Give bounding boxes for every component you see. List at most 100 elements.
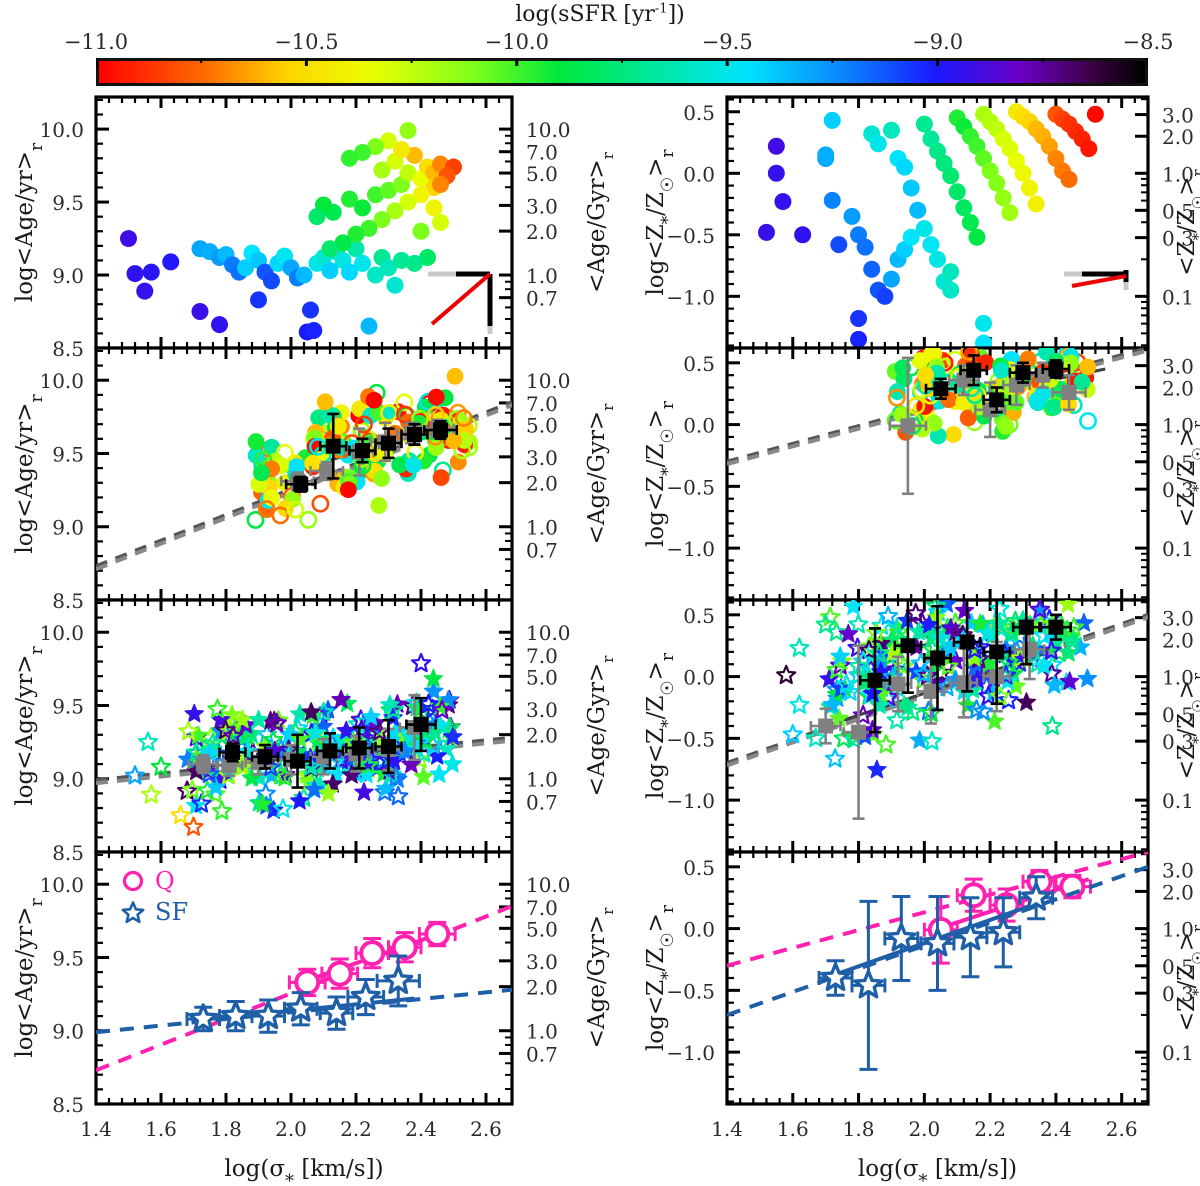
colorbar-tick-label: −10.5	[274, 30, 339, 54]
data-point	[257, 500, 276, 518]
data-point	[178, 720, 199, 741]
binned-series	[284, 412, 459, 493]
data-point	[265, 740, 285, 760]
data-point	[385, 766, 407, 787]
data-point	[902, 228, 920, 246]
summary-marker	[391, 934, 418, 961]
data-point	[295, 266, 313, 284]
y-right-tick-label: 2.0	[526, 472, 558, 496]
summary-marker	[220, 1000, 251, 1030]
data-point	[869, 642, 890, 663]
binned-marker	[900, 638, 916, 654]
data-point	[354, 782, 374, 801]
data-point	[863, 260, 881, 278]
data-point	[360, 219, 378, 237]
data-point	[205, 783, 226, 804]
data-point	[945, 426, 962, 443]
binned-marker	[195, 756, 211, 772]
data-point	[354, 199, 371, 217]
data-point	[955, 393, 973, 411]
binned-marker	[890, 676, 906, 692]
y-tick-label: −0.5	[666, 224, 715, 248]
data-point	[989, 686, 1011, 706]
panel-p6-z-sf: −1.0 −0.5 0.0 0.5 3.02.0 1.0 0.5 0.3 0.1	[666, 598, 1194, 854]
data-point	[255, 783, 276, 803]
data-point	[321, 262, 339, 280]
data-point	[843, 600, 864, 615]
fit-line-dashed	[96, 400, 512, 569]
ylabel-right-z-row2: <Z*/Z☉>r	[1174, 420, 1200, 527]
y-tick-label: 8.5	[52, 337, 84, 361]
y-right-tick-label: 1.0	[1162, 162, 1194, 186]
data-point	[894, 359, 912, 377]
panel-data	[727, 852, 1148, 1071]
y-tick-label: 0.5	[683, 856, 715, 880]
data-point	[1045, 398, 1063, 416]
y-right-tick-label: 0.7	[526, 790, 558, 814]
data-point	[286, 500, 305, 519]
y-tick-label: −0.5	[666, 979, 715, 1003]
data-point	[909, 201, 927, 219]
y-right-tick-label: 3.0	[526, 446, 558, 470]
data-point	[323, 774, 343, 793]
data-point	[376, 778, 396, 797]
y-right-tick-label: 5.0	[526, 665, 558, 689]
y-right-tick-label: 0.7	[526, 538, 558, 562]
data-point	[318, 783, 339, 802]
data-point	[782, 724, 803, 744]
ylabel-age-row2: log<Age/yr>r	[12, 393, 47, 553]
data-point	[994, 189, 1012, 207]
data-point	[299, 510, 318, 529]
data-point	[1063, 617, 1085, 637]
data-point	[1074, 613, 1094, 632]
data-point	[126, 265, 144, 283]
binned-marker	[1061, 384, 1077, 400]
data-point	[896, 158, 914, 176]
data-point	[1044, 675, 1065, 694]
binned-marker	[413, 717, 429, 733]
data-point	[1058, 600, 1078, 613]
data-point	[789, 637, 810, 657]
summary-marker	[359, 940, 386, 967]
y-tick-label: −1.0	[666, 537, 715, 561]
data-point	[367, 138, 384, 156]
data-point	[399, 122, 417, 140]
y-tick-label: 9.5	[52, 191, 84, 215]
data-point	[354, 143, 371, 161]
data-point	[453, 441, 472, 460]
data-point	[423, 668, 444, 688]
y-tick-label: −1.0	[666, 1041, 715, 1065]
data-point	[454, 409, 473, 427]
data-point	[997, 417, 1015, 435]
y-right-tick-label: 0.3	[1162, 227, 1194, 251]
data-point	[374, 781, 396, 802]
data-point	[988, 174, 1006, 192]
data-point	[887, 388, 906, 407]
y-tick-label: 10.0	[39, 873, 84, 897]
data-point	[137, 731, 159, 751]
data-point	[850, 309, 868, 327]
data-point	[966, 699, 987, 719]
data-point	[1021, 179, 1039, 197]
data-point	[290, 729, 310, 748]
binned-marker	[381, 435, 396, 451]
data-point	[305, 722, 326, 742]
y-right-tick-label: 7.0	[526, 141, 558, 165]
data-point	[432, 214, 449, 231]
data-point	[250, 291, 267, 309]
data-point	[968, 228, 986, 246]
data-point	[446, 367, 464, 385]
data-point	[360, 317, 378, 335]
data-point	[406, 146, 423, 164]
binned-marker	[930, 650, 945, 666]
binned-marker	[966, 362, 982, 378]
ylabel-age-row1: log<Age/yr>r	[12, 142, 47, 302]
data-point	[380, 181, 397, 199]
y-tick-label: 0.5	[683, 101, 715, 125]
data-point	[237, 259, 254, 277]
binned-marker	[989, 644, 1005, 660]
data-point	[869, 695, 890, 715]
data-point	[929, 250, 946, 268]
panel-data	[727, 600, 1148, 820]
data-point	[955, 199, 973, 217]
